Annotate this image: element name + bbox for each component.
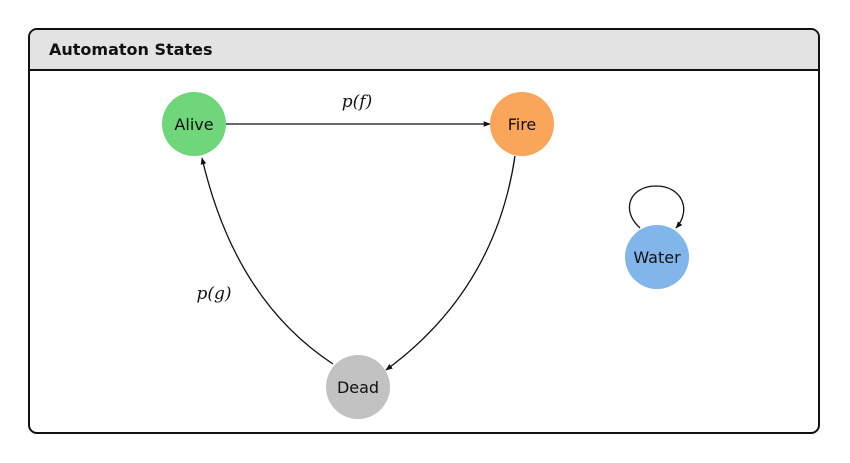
node-dead-label: Dead	[337, 378, 379, 397]
node-water-circle	[625, 225, 689, 289]
node-fire-label: Fire	[508, 115, 537, 134]
node-water-label: Water	[633, 248, 681, 267]
edge-label-dead-to-alive: p(g)	[196, 284, 231, 304]
node-dead: Dead	[326, 355, 390, 419]
node-dead-circle	[326, 355, 390, 419]
edge-dead-to-alive	[200, 157, 334, 365]
node-alive: Alive	[162, 92, 226, 156]
panel-header: Automaton States	[30, 30, 818, 71]
node-fire-circle	[490, 92, 554, 156]
automaton-states-panel: Automaton States	[28, 28, 820, 434]
edge-water-self-loop	[628, 185, 685, 229]
node-alive-label: Alive	[174, 115, 213, 134]
node-water: Water	[625, 225, 689, 289]
node-alive-circle	[162, 92, 226, 156]
edge-fire-to-dead	[385, 155, 516, 371]
node-fire: Fire	[490, 92, 554, 156]
panel-title: Automaton States	[49, 40, 213, 59]
edge-label-alive-to-fire: p(f)	[342, 92, 372, 112]
